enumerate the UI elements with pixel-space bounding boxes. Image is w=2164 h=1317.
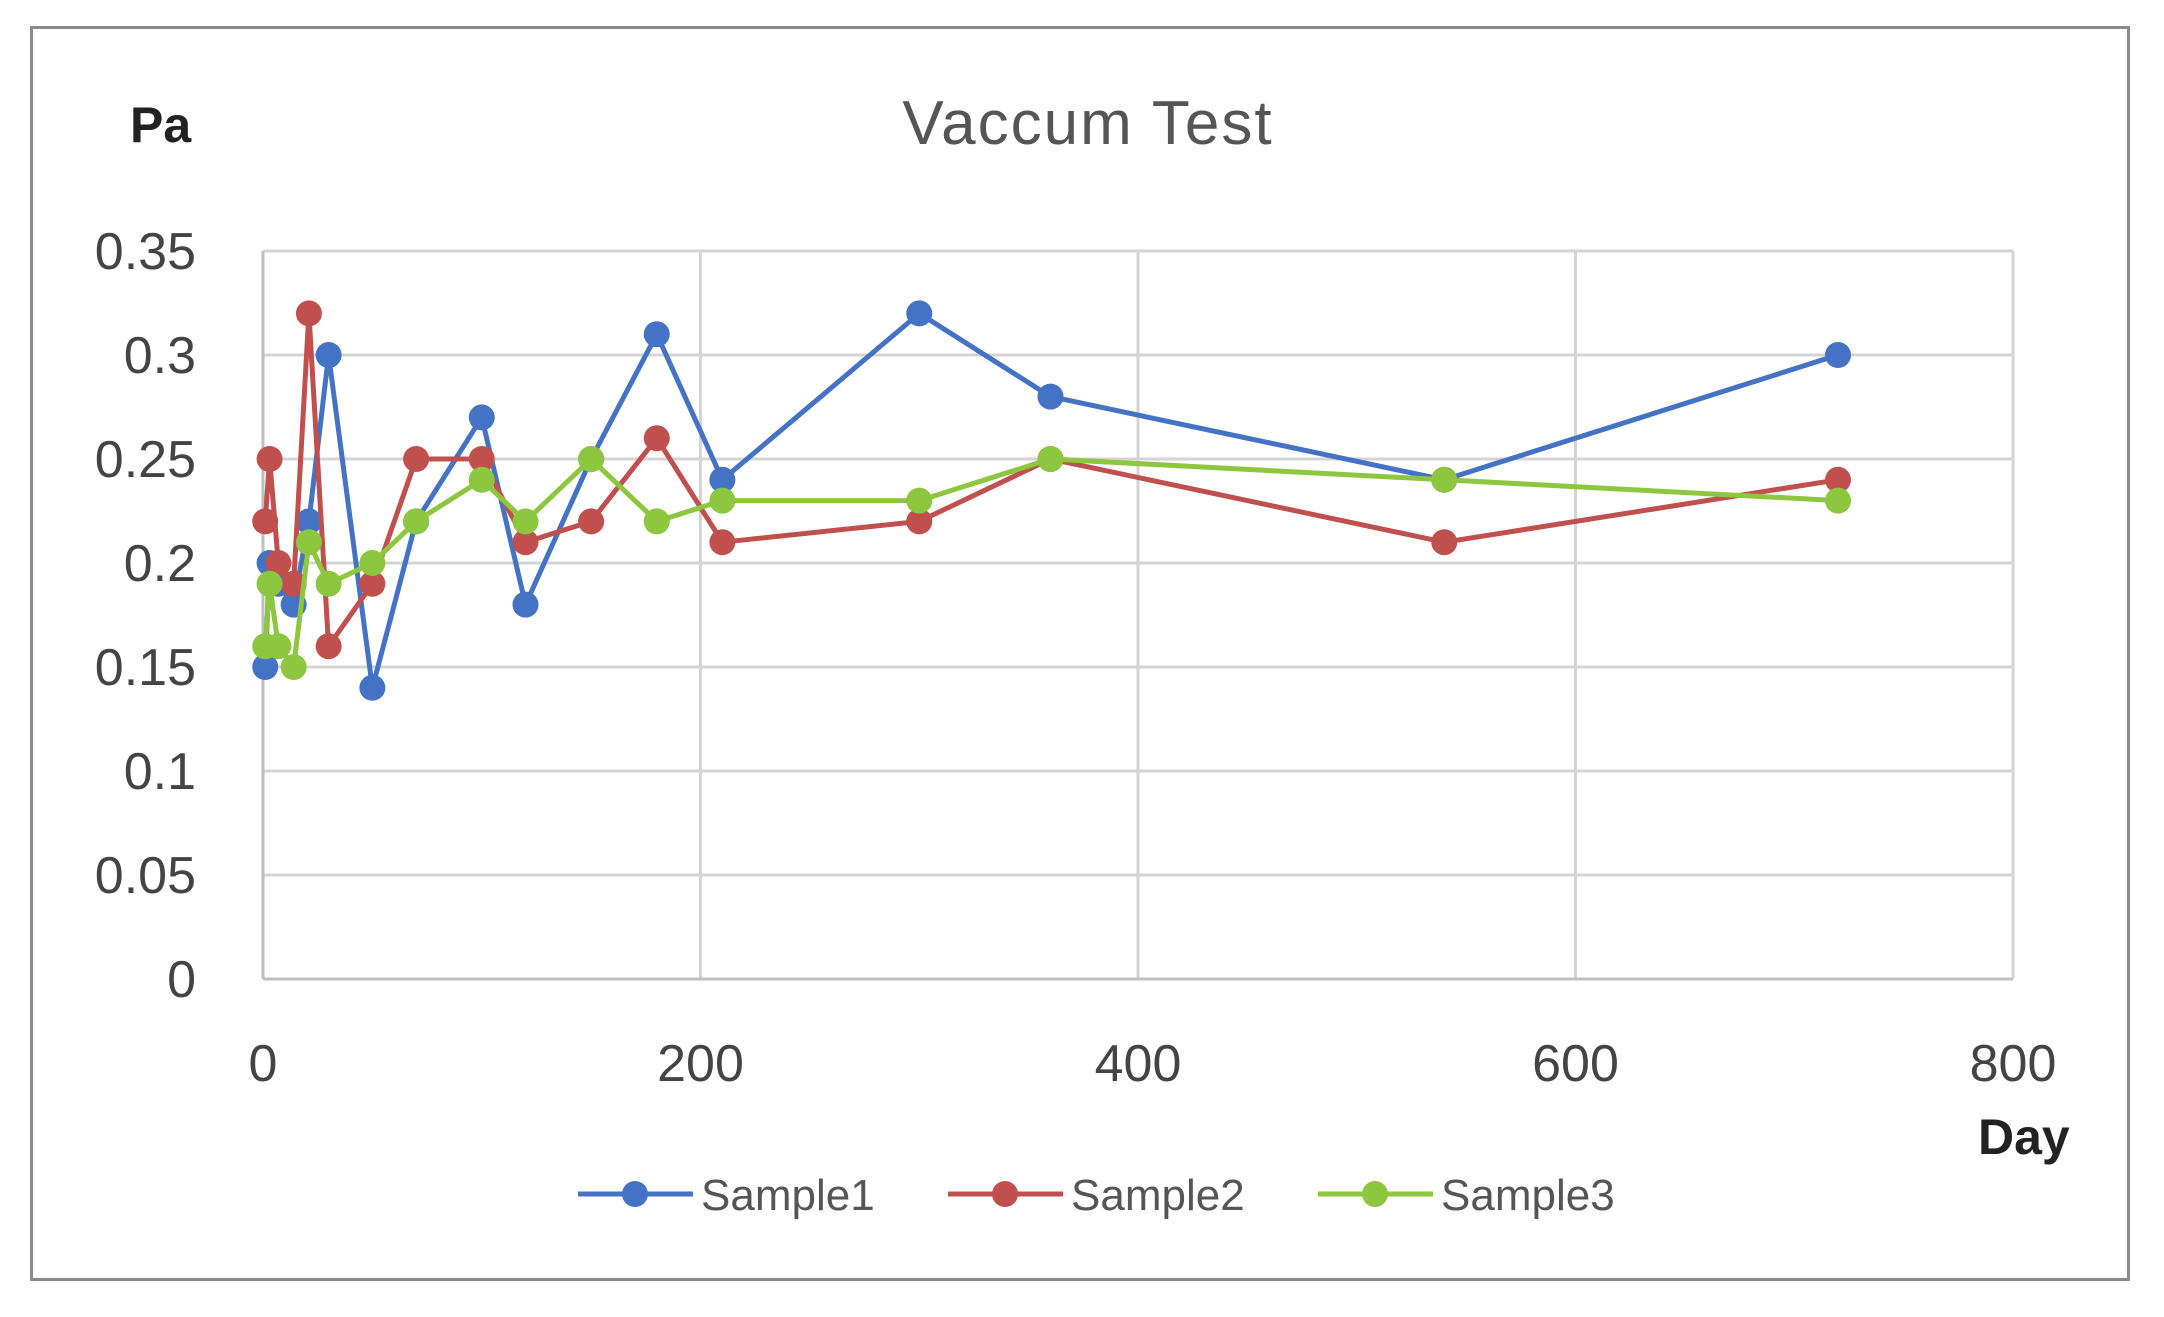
y-tick-label: 0.25 [95,431,196,489]
data-point [252,654,279,680]
data-point [359,674,386,701]
series-layer [252,300,1851,701]
data-point [256,570,283,597]
data-point [315,570,342,597]
x-tick-label: 400 [1095,1035,1182,1093]
data-point [252,508,279,535]
data-point [709,529,736,556]
data-point [280,570,307,597]
data-point [280,654,307,680]
data-point [1037,383,1064,410]
line-chart: 00.050.10.150.20.250.30.350 200 400 600 800 … [95,89,2070,1220]
data-point [265,633,292,660]
y-tick-label: 0 [167,951,196,1009]
data-point [1825,487,1851,514]
data-point [906,487,933,514]
x-tick-label: 600 [1532,1035,1619,1093]
legend-marker [992,1181,1018,1207]
data-point [512,508,539,535]
chart-title: Vaccum Test [902,89,1273,158]
data-point [1825,466,1851,493]
y-tick-label: 0.15 [95,639,196,697]
legend-marker [622,1181,648,1207]
data-point [709,466,736,493]
y-tick-label: 0.2 [124,535,196,593]
data-point [295,508,322,535]
x-tick-label: 0 [249,1035,278,1093]
data-point [1037,446,1064,472]
data-point [906,508,933,535]
data-point [359,570,386,597]
y-tick-label: 0.1 [124,743,196,801]
data-point [643,321,670,348]
y-tick-label: 0.35 [95,223,196,281]
data-point [315,633,342,660]
data-point [468,466,495,493]
legend-item-sample3: Sample3 [1318,1171,1615,1220]
data-point [1431,466,1458,493]
legend-item-sample1: Sample1 [578,1171,875,1220]
data-point [578,508,605,535]
chart-frame: 0 0.05 0.1 0.15 0.2 0.25 0.3 0.35 0 200 400 600 800 … [30,26,2130,1281]
data-point [468,446,495,472]
series-sample1 [252,300,1851,701]
data-point [709,487,736,514]
series-sample3 [252,446,1851,680]
legend: Sample1 Sample2 Sample3 [578,1171,1615,1220]
tick-layer: 0 0.05 0.1 0.15 0.2 0.25 0.3 0.35 0 200 400 600 800 [95,223,2057,1093]
data-point [1825,342,1851,368]
grid [261,249,2015,981]
data-point [578,446,605,472]
data-point [512,529,539,556]
series-sample2 [252,300,1851,660]
data-point [256,446,283,472]
x-tick-label: 800 [1970,1035,2057,1093]
data-point [403,508,430,535]
x-axis-label: Day [1978,1109,2070,1165]
legend-label: Sample3 [1441,1171,1615,1220]
data-point [468,404,495,431]
data-point [643,425,670,452]
series-line [262,310,1839,649]
data-point [403,446,430,472]
data-point [512,591,539,618]
y-axis-label: Pa [130,97,192,153]
data-point [643,508,670,535]
data-point [906,300,933,327]
data-point [265,550,292,576]
x-tick-label: 200 [657,1035,744,1093]
data-point [295,529,322,556]
legend-marker [1362,1181,1388,1207]
y-tick-label: 0.3 [124,327,196,385]
legend-label: Sample1 [701,1171,875,1220]
legend-label: Sample2 [1071,1171,1245,1220]
y-tick-label: 0.05 [95,847,196,905]
legend-item-sample2: Sample2 [948,1171,1245,1220]
data-point [359,550,386,576]
data-point [315,342,342,368]
data-point [1431,529,1458,556]
data-point [295,300,322,327]
